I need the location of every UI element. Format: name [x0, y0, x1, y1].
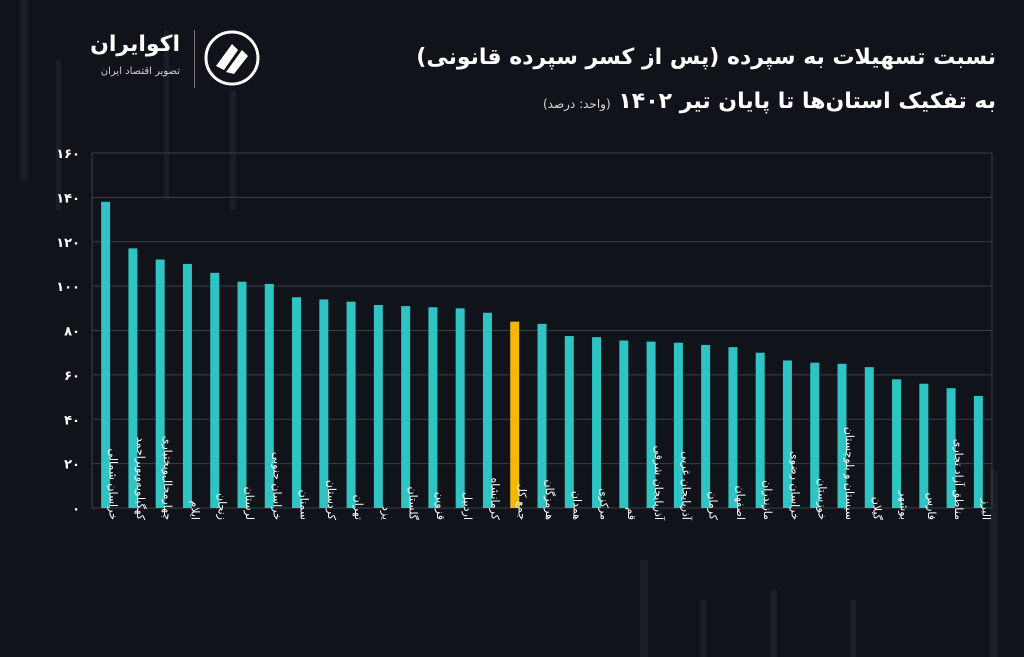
category-label: سیستان و بلوچستان — [843, 427, 856, 520]
category-label: فارس — [925, 493, 938, 520]
category-label: بوشهر — [898, 490, 911, 520]
bar — [292, 297, 302, 508]
bar — [537, 323, 547, 508]
bar — [673, 342, 683, 508]
bar — [237, 281, 247, 508]
category-label: لرستان — [243, 487, 256, 520]
category-labels: خراسان شمالی کهگیلویه‌وبویراحمد چهارمحال‌و… — [107, 427, 993, 521]
bars — [101, 201, 983, 508]
y-tick-label: ۰ — [72, 502, 80, 517]
brand-name: اکوایران — [90, 32, 180, 57]
y-tick-label: ۶۰ — [64, 369, 80, 384]
category-label: کرمانشاه — [488, 477, 501, 520]
bar — [701, 344, 711, 508]
bar — [210, 272, 220, 508]
bar — [755, 352, 765, 508]
chart-title-line1: نسبت تسهیلات به سپرده (پس از کسر سپرده ق… — [416, 45, 996, 70]
y-tick-label: ۸۰ — [64, 325, 80, 340]
brand-mark-icon — [204, 30, 260, 86]
category-label: سمنان — [298, 490, 311, 520]
bar — [837, 363, 847, 508]
category-label: همدان — [570, 491, 583, 520]
bar — [510, 321, 520, 508]
brand-logo: اکوایران تصویر اقتصاد ایران — [40, 24, 260, 94]
chart-title-line2: به تفکیک استان‌ها تا پایان تیر ۱۴۰۲ (واح… — [416, 80, 996, 126]
category-label: گلستان — [407, 487, 420, 521]
category-label: کهگیلویه‌وبویراحمد — [134, 437, 147, 521]
bar — [373, 304, 383, 508]
chart-title-line2-text: به تفکیک استان‌ها تا پایان تیر ۱۴۰۲ — [618, 89, 996, 114]
bar — [592, 337, 602, 508]
category-label: خراسان جنوبی — [270, 452, 283, 520]
category-label: یزد — [379, 506, 392, 520]
bar — [564, 336, 574, 508]
bar — [864, 367, 874, 508]
y-tick-label: ۴۰ — [64, 413, 80, 428]
category-label: مناطق آزاد تجاری — [951, 439, 966, 520]
category-label: خراسان رضوی — [788, 451, 801, 520]
bar — [128, 248, 138, 508]
bar — [892, 379, 902, 508]
category-label: ایلام — [188, 501, 201, 521]
bar — [728, 347, 738, 508]
y-tick-label: ۲۰ — [64, 458, 80, 473]
category-label: مازندران — [761, 480, 774, 520]
category-label: کردستان — [325, 480, 338, 521]
category-label: گیلان — [870, 497, 883, 521]
category-label: آذربایجان غربی — [679, 451, 693, 521]
category-label: اردبیل — [461, 492, 474, 520]
bar — [346, 301, 356, 508]
category-label: اصفهان — [734, 486, 747, 520]
category-label: چهارمحال‌وبختیاری — [161, 436, 174, 520]
category-label: زنجان — [216, 493, 229, 520]
category-label: البرز — [979, 498, 992, 520]
category-label: قزوین — [434, 492, 447, 520]
category-label: آذربایجان شرقی — [652, 446, 666, 521]
category-label: هرمزگان — [543, 480, 556, 521]
category-label: جمع کل — [516, 484, 529, 520]
y-tick-label: ۱۰۰ — [56, 280, 80, 295]
category-label: کرمان — [707, 491, 720, 520]
y-tick-label: ۱۴۰ — [56, 191, 80, 206]
bar — [646, 341, 656, 508]
bar — [919, 383, 929, 508]
category-label: خراسان شمالی — [107, 448, 120, 520]
brand-tagline: تصویر اقتصاد ایران — [100, 66, 180, 77]
category-label: مرکزی — [598, 488, 611, 520]
bar — [101, 201, 111, 508]
logo-divider — [194, 30, 195, 88]
bar — [810, 362, 820, 508]
y-tick-label: ۱۲۰ — [56, 236, 80, 251]
bar — [401, 306, 411, 508]
unit-label: (واحد: درصد) — [542, 97, 611, 111]
bar — [455, 308, 465, 508]
bar — [619, 340, 629, 508]
bar — [973, 395, 983, 508]
category-label: تهران — [352, 495, 365, 520]
bar — [319, 299, 329, 508]
y-axis-tick-labels: ۰ ۲۰ ۴۰ ۶۰ ۸۰ ۱۰۰ ۱۲۰ ۱۴۰ ۱۶۰ — [56, 147, 80, 517]
chart-title: نسبت تسهیلات به سپرده (پس از کسر سپرده ق… — [416, 36, 996, 126]
bar — [946, 388, 956, 508]
bar — [155, 259, 165, 508]
bar — [264, 283, 274, 508]
category-label: خوزستان — [816, 478, 829, 520]
y-tick-label: ۱۶۰ — [56, 147, 80, 162]
bar — [182, 263, 192, 508]
category-label: قم — [625, 507, 638, 520]
bar — [482, 312, 492, 508]
bar — [428, 307, 438, 508]
bar — [782, 360, 792, 508]
